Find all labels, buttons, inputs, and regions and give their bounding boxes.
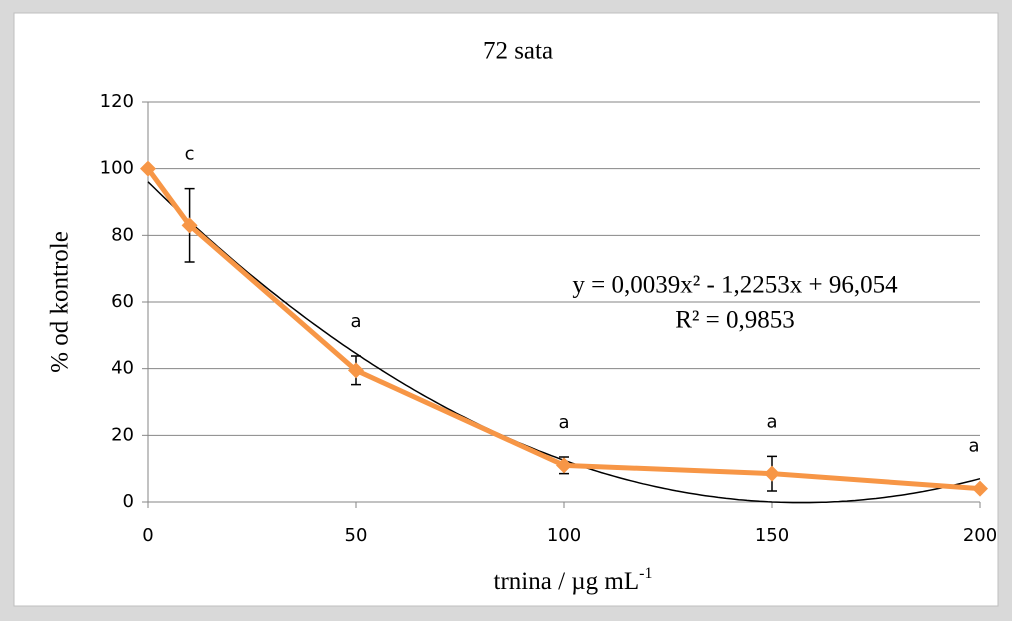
x-axis-title-sup: -1 bbox=[639, 565, 652, 582]
point-label: c bbox=[185, 144, 195, 165]
marker bbox=[764, 465, 780, 482]
x-tick-label: 0 bbox=[142, 525, 153, 546]
x-axis-title-main: trnina / µg mL bbox=[494, 568, 640, 595]
y-tick-label: 80 bbox=[111, 224, 134, 245]
marker bbox=[181, 217, 198, 234]
trend-equation: y = 0,0039x² - 1,2253x + 96,054 bbox=[572, 272, 898, 299]
trend-r2: R² = 0,9853 bbox=[675, 307, 795, 334]
x-axis-title: trnina / µg mL-1 bbox=[494, 565, 653, 595]
y-tick-label: 0 bbox=[123, 491, 134, 512]
y-tick-label: 20 bbox=[111, 424, 134, 445]
x-tick-label: 50 bbox=[345, 525, 368, 546]
y-axis-title: % od kontrole bbox=[47, 231, 74, 373]
chart-title: 72 sata bbox=[483, 38, 553, 65]
x-tick-label: 200 bbox=[963, 525, 997, 546]
point-label: a bbox=[766, 411, 777, 432]
y-tick-label: 60 bbox=[111, 291, 134, 312]
point-label: a bbox=[350, 311, 361, 332]
y-tick-label: 40 bbox=[111, 358, 134, 379]
marker bbox=[972, 480, 988, 497]
point-label: a bbox=[558, 412, 569, 433]
y-tick-label: 100 bbox=[100, 158, 134, 179]
point-label: a bbox=[968, 436, 979, 457]
y-tick-label: 120 bbox=[100, 91, 134, 112]
marker bbox=[348, 362, 364, 379]
x-tick-label: 100 bbox=[547, 525, 581, 546]
chart-area bbox=[13, 12, 999, 607]
x-tick-label: 150 bbox=[755, 525, 789, 546]
marker bbox=[556, 457, 572, 474]
series-line bbox=[145, 167, 981, 492]
marker bbox=[140, 160, 156, 177]
